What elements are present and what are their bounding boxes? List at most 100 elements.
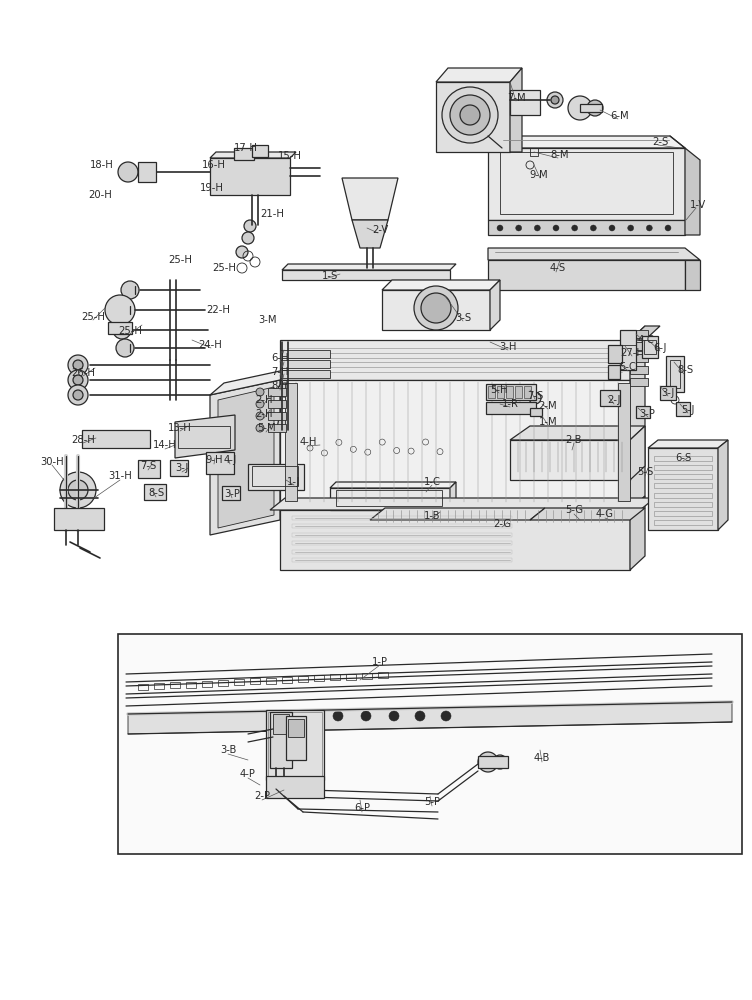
Bar [144,484,166,500]
Circle shape [242,232,254,244]
Circle shape [551,96,559,104]
Circle shape [68,480,88,500]
Circle shape [414,286,458,330]
Bar [478,756,508,768]
Text: 1-C: 1-C [423,477,441,487]
Bar [292,541,512,545]
Bar [266,678,276,684]
Bar [670,360,680,388]
Text: 22-H: 22-H [206,305,230,315]
Bar [644,340,656,354]
Text: 24-H: 24-H [198,340,222,350]
Circle shape [116,301,134,319]
Circle shape [256,388,264,396]
Polygon shape [488,136,685,148]
Bar [378,672,388,678]
Bar [138,684,148,690]
Bar [292,550,512,554]
Polygon shape [370,508,545,520]
Text: 6-P: 6-P [354,803,370,813]
Bar [286,716,306,760]
Bar [654,483,712,488]
Text: 5-G: 5-G [565,505,583,515]
Text: 5-P: 5-P [424,797,440,807]
Circle shape [256,424,264,432]
Bar [654,520,712,525]
Bar [268,400,286,408]
Circle shape [460,105,480,125]
Text: 9-H: 9-H [205,455,223,465]
Bar [206,452,234,474]
Circle shape [73,360,83,370]
Polygon shape [488,260,685,290]
Text: 25-H: 25-H [212,263,236,273]
Text: 17-H: 17-H [234,143,258,153]
Bar [654,474,712,479]
Bar [346,674,356,680]
Bar [298,676,308,682]
Text: 6-H: 6-H [271,353,289,363]
Text: 5-M: 5-M [256,423,275,433]
Polygon shape [248,464,304,490]
Bar [654,465,712,470]
Text: 30-H: 30-H [40,457,64,467]
Circle shape [587,100,603,116]
Polygon shape [282,264,456,270]
Polygon shape [510,90,540,115]
Text: 26-H: 26-H [71,368,95,378]
Bar [266,710,324,780]
Text: 13-H: 13-H [168,423,192,433]
Polygon shape [488,248,700,260]
Polygon shape [630,426,645,480]
Bar [280,370,330,378]
Bar [630,330,648,338]
Circle shape [568,96,592,120]
Bar [268,388,286,396]
Bar [515,386,522,398]
Polygon shape [330,488,450,510]
Text: 4-C: 4-C [638,335,654,345]
Bar [642,336,658,358]
Bar [108,322,132,334]
Bar [250,678,260,684]
Circle shape [421,293,451,323]
Text: 27-H: 27-H [620,348,644,358]
Bar [138,162,156,182]
Polygon shape [218,387,274,528]
Polygon shape [630,326,645,510]
Bar [336,490,442,506]
Circle shape [389,711,399,721]
Text: 2-H: 2-H [255,395,273,405]
Text: 3-M: 3-M [259,315,277,325]
Circle shape [441,711,451,721]
Text: 25-H: 25-H [81,312,105,322]
Circle shape [73,390,83,400]
Bar [273,714,289,734]
Circle shape [450,95,490,135]
Bar [676,402,690,416]
Bar [618,383,630,501]
Bar [222,486,240,500]
Text: 2-S: 2-S [652,137,668,147]
Bar [530,408,542,416]
Text: 1-J: 1-J [287,477,301,487]
Circle shape [256,400,264,408]
Polygon shape [270,498,655,510]
Text: 6-S: 6-S [675,453,691,463]
Bar [270,712,292,768]
Bar [630,354,648,362]
Bar [288,719,304,737]
Circle shape [415,711,425,721]
Bar [608,365,620,379]
Polygon shape [382,280,500,290]
Text: 3-H: 3-H [499,342,517,352]
Bar [170,682,180,688]
Text: 8-H: 8-H [271,381,289,391]
Text: 2-M: 2-M [538,401,557,411]
Polygon shape [210,158,290,195]
Bar [266,776,324,798]
Text: 5-H: 5-H [490,385,508,395]
Bar [268,412,286,420]
Bar [660,386,676,400]
Bar [268,424,286,432]
